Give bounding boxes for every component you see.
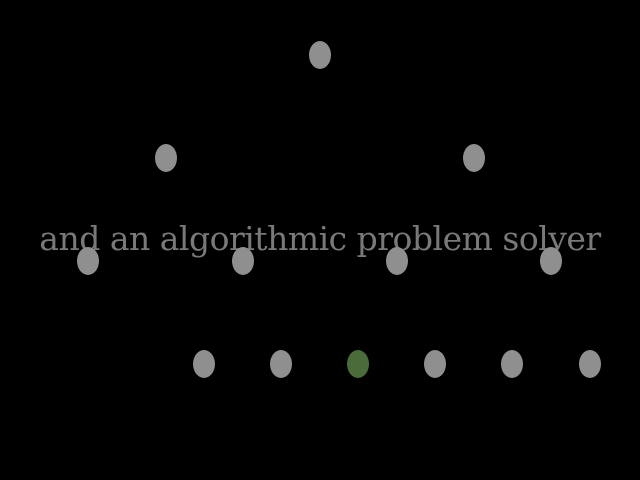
tree-node <box>232 247 254 275</box>
tree-node <box>501 350 523 378</box>
tree-node <box>424 350 446 378</box>
tree-node <box>309 41 331 69</box>
tree-node <box>579 350 601 378</box>
tree-node-highlighted <box>347 350 369 378</box>
tree-node <box>193 350 215 378</box>
tree-node <box>77 247 99 275</box>
tree-node <box>386 247 408 275</box>
tree-node <box>270 350 292 378</box>
caption-text: and an algorithmic problem solver <box>39 219 601 258</box>
tree-node <box>540 247 562 275</box>
tree-node <box>155 144 177 172</box>
tree-node <box>463 144 485 172</box>
